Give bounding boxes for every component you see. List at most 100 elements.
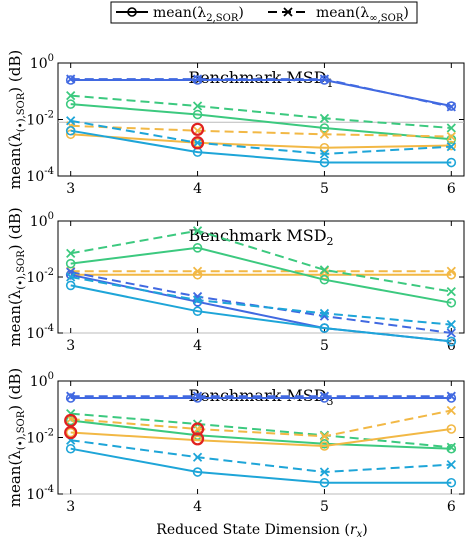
series-blue-solid xyxy=(65,393,457,403)
data-point-x xyxy=(319,113,330,123)
x-axis-label: Reduced State Dimension (rx) xyxy=(156,522,367,540)
y-tick-label: 10-2 xyxy=(26,267,54,286)
data-point-circle xyxy=(319,142,330,153)
series-line xyxy=(70,246,452,304)
data-point-x xyxy=(66,248,76,258)
highlight-marker xyxy=(190,422,205,436)
series-line xyxy=(70,78,452,108)
data-point-circle xyxy=(319,274,330,285)
data-point-circle xyxy=(319,393,330,403)
highlight-marker xyxy=(190,136,205,150)
x-tick-label: 6 xyxy=(447,499,456,515)
x-tick-label: 4 xyxy=(193,499,202,515)
series-line xyxy=(70,412,452,449)
series-line xyxy=(70,428,452,448)
series-cyan-solid xyxy=(65,443,457,488)
y-tick-label: 10-4 xyxy=(26,323,54,342)
data-point-x xyxy=(319,149,330,159)
series-line xyxy=(70,94,452,129)
series-cyan-solid xyxy=(65,280,457,347)
series-cyan-solid xyxy=(65,125,457,168)
y-tick-label: 100 xyxy=(30,53,54,72)
data-point-x xyxy=(66,116,76,126)
x-tick-label: 3 xyxy=(66,181,75,197)
x-tick-label: 4 xyxy=(193,181,202,197)
series-line xyxy=(70,129,452,164)
y-tick-label: 10-4 xyxy=(26,166,54,185)
data-point-x xyxy=(446,319,456,330)
series-cyan-dashed xyxy=(66,272,456,330)
data-point-circle xyxy=(446,140,457,151)
y-axis-label: mean(λ(•),SOR) (dB) xyxy=(6,207,27,347)
data-point-x xyxy=(446,405,456,416)
data-point-circle xyxy=(446,443,457,454)
series-line xyxy=(70,271,452,334)
highlight-marker xyxy=(190,122,205,136)
data-point-circle xyxy=(192,393,203,403)
chart-title: Benchmark MSD2 xyxy=(188,226,333,248)
data-point-x xyxy=(319,431,330,441)
y-tick-label: 10-2 xyxy=(26,428,54,447)
series-line xyxy=(70,409,452,438)
series-line xyxy=(70,229,452,293)
legend-x-marker xyxy=(283,7,293,17)
series-line xyxy=(70,124,452,138)
data-point-x xyxy=(319,467,330,477)
series-line xyxy=(70,119,452,156)
data-point-x xyxy=(446,123,456,133)
data-point-circle xyxy=(319,323,330,333)
series-line xyxy=(70,133,452,149)
data-point-x xyxy=(192,226,203,236)
data-point-circle xyxy=(319,441,330,451)
axes-box xyxy=(57,380,465,495)
data-point-x xyxy=(192,391,203,401)
data-point-circle xyxy=(192,306,203,317)
y-tick-label: 100 xyxy=(30,371,54,390)
data-point-circle xyxy=(446,424,457,434)
series-yellow-solid xyxy=(65,129,457,153)
series-line xyxy=(70,419,452,450)
data-point-x xyxy=(66,74,76,84)
data-point-x xyxy=(446,266,456,276)
series-green-dashed xyxy=(66,226,456,297)
legend-circle-marker xyxy=(127,7,137,17)
data-point-x xyxy=(446,391,456,401)
data-point-x xyxy=(66,90,76,101)
data-point-x xyxy=(192,295,203,305)
data-point-x xyxy=(66,272,76,282)
series-blue-dashed xyxy=(66,391,456,401)
y-tick-label: 10-4 xyxy=(26,484,54,503)
x-tick-label: 5 xyxy=(320,499,329,515)
y-axis-label: mean(λ(•),SOR) (dB) xyxy=(6,368,27,508)
data-point-circle xyxy=(446,157,457,168)
data-point-circle xyxy=(319,157,330,168)
series-yellow-dashed xyxy=(66,405,456,441)
data-point-x xyxy=(446,102,456,112)
data-point-x xyxy=(446,459,456,470)
data-point-x xyxy=(192,138,203,148)
data-point-x xyxy=(319,265,330,275)
data-point-x xyxy=(446,131,456,142)
data-point-circle xyxy=(65,269,76,280)
y-tick-label: 10-2 xyxy=(26,110,54,129)
data-point-x xyxy=(446,141,456,152)
data-point-x xyxy=(192,266,203,276)
data-point-circle xyxy=(65,258,76,269)
data-point-x xyxy=(446,287,456,297)
series-line xyxy=(70,447,452,484)
x-tick-label: 3 xyxy=(66,338,75,354)
data-point-x xyxy=(319,129,330,139)
x-tick-label: 4 xyxy=(193,338,202,354)
data-point-x xyxy=(192,101,203,111)
x-tick-label: 5 xyxy=(320,181,329,197)
data-point-x xyxy=(192,424,203,434)
data-point-circle xyxy=(319,477,330,488)
series-cyan-dashed xyxy=(66,435,456,477)
data-point-circle xyxy=(192,467,203,477)
data-point-circle xyxy=(65,393,76,403)
data-point-circle xyxy=(446,477,457,488)
x-tick-label: 6 xyxy=(447,181,456,197)
